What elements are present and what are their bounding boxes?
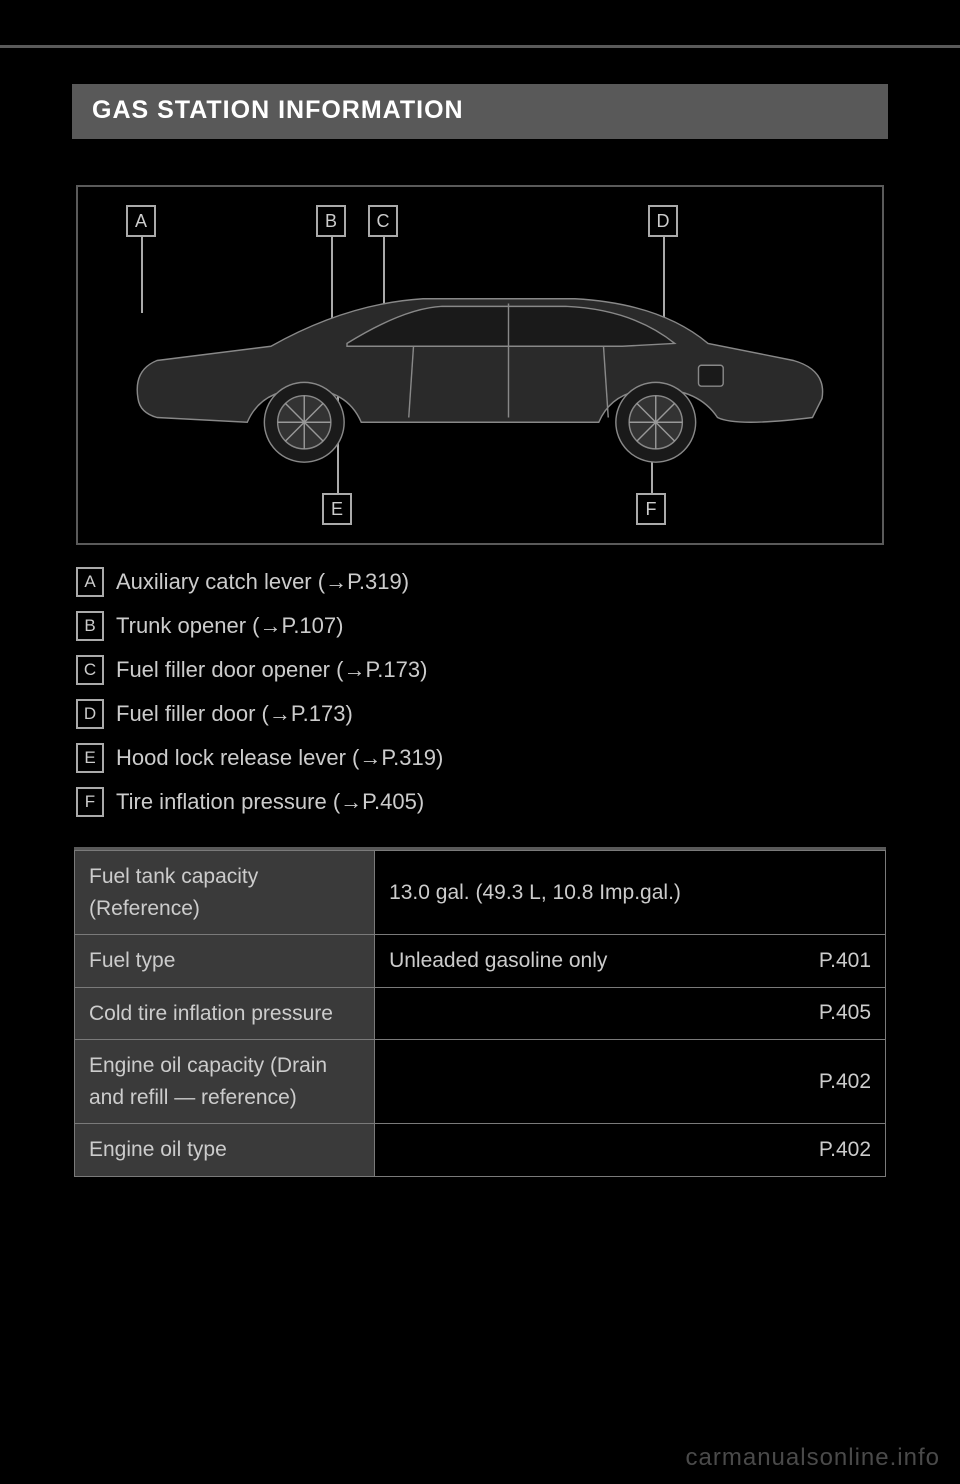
legend-row-b: B Trunk opener (→P.107)	[76, 611, 884, 641]
legend-text-d: Fuel filler door (→P.173)	[116, 701, 353, 727]
callout-f-box: F	[636, 493, 666, 525]
legend-box-d: D	[76, 699, 104, 729]
callout-a-box: A	[126, 205, 156, 237]
spec-value: 13.0 gal. (49.3 L, 10.8 Imp.gal.)	[375, 851, 886, 935]
spec-value	[375, 987, 796, 1040]
section-header: GAS STATION INFORMATION	[72, 84, 888, 139]
legend-box-f: F	[76, 787, 104, 817]
arrow-icon: →	[359, 745, 381, 770]
arrow-icon: →	[343, 657, 365, 682]
callout-c-box: C	[368, 205, 398, 237]
content-area: A B C D E F	[72, 139, 888, 1177]
legend-row-f: F Tire inflation pressure (→P.405)	[76, 787, 884, 817]
spec-label: Fuel type	[75, 935, 375, 988]
spec-value: Unleaded gasoline only	[375, 935, 796, 988]
callout-legend: A Auxiliary catch lever (→P.319) B Trunk…	[76, 567, 884, 817]
spec-label: Engine oil type	[75, 1124, 375, 1177]
arrow-icon: →	[269, 701, 291, 726]
legend-row-e: E Hood lock release lever (→P.319)	[76, 743, 884, 773]
legend-box-e: E	[76, 743, 104, 773]
callout-d-box: D	[648, 205, 678, 237]
legend-row-a: A Auxiliary catch lever (→P.319)	[76, 567, 884, 597]
legend-row-c: C Fuel filler door opener (→P.173)	[76, 655, 884, 685]
table-row: Fuel tank capacity (Reference) 13.0 gal.…	[75, 851, 886, 935]
car-diagram: A B C D E F	[100, 205, 860, 525]
spec-table: Fuel tank capacity (Reference) 13.0 gal.…	[74, 850, 886, 1177]
legend-text-f: Tire inflation pressure (→P.405)	[116, 789, 424, 815]
legend-text-e: Hood lock release lever (→P.319)	[116, 745, 443, 771]
callout-e-box: E	[322, 493, 352, 525]
legend-text-b: Trunk opener (→P.107)	[116, 613, 343, 639]
spec-page: P.402	[796, 1040, 886, 1124]
legend-box-b: B	[76, 611, 104, 641]
legend-text-a: Auxiliary catch lever (→P.319)	[116, 569, 409, 595]
spec-page: P.405	[796, 987, 886, 1040]
spec-label: Cold tire inflation pressure	[75, 987, 375, 1040]
car-illustration	[100, 275, 860, 465]
arrow-icon: →	[325, 569, 347, 594]
top-accent-bar	[0, 0, 960, 48]
spec-label: Engine oil capacity (Drain and refill — …	[75, 1040, 375, 1124]
spec-table-wrap: Fuel tank capacity (Reference) 13.0 gal.…	[74, 847, 886, 1177]
watermark-text: carmanualsonline.info	[686, 1444, 940, 1472]
spec-value	[375, 1124, 796, 1177]
table-row: Fuel type Unleaded gasoline only P.401	[75, 935, 886, 988]
legend-row-d: D Fuel filler door (→P.173)	[76, 699, 884, 729]
section-title: GAS STATION INFORMATION	[92, 96, 464, 124]
callout-b-box: B	[316, 205, 346, 237]
spec-page: P.402	[796, 1124, 886, 1177]
table-row: Engine oil type P.402	[75, 1124, 886, 1177]
spec-value	[375, 1040, 796, 1124]
car-diagram-frame: A B C D E F	[76, 185, 884, 545]
legend-box-a: A	[76, 567, 104, 597]
spec-label: Fuel tank capacity (Reference)	[75, 851, 375, 935]
legend-text-c: Fuel filler door opener (→P.173)	[116, 657, 427, 683]
arrow-icon: →	[259, 613, 281, 638]
spec-page: P.401	[796, 935, 886, 988]
arrow-icon: →	[340, 789, 362, 814]
table-row: Cold tire inflation pressure P.405	[75, 987, 886, 1040]
table-row: Engine oil capacity (Drain and refill — …	[75, 1040, 886, 1124]
legend-box-c: C	[76, 655, 104, 685]
